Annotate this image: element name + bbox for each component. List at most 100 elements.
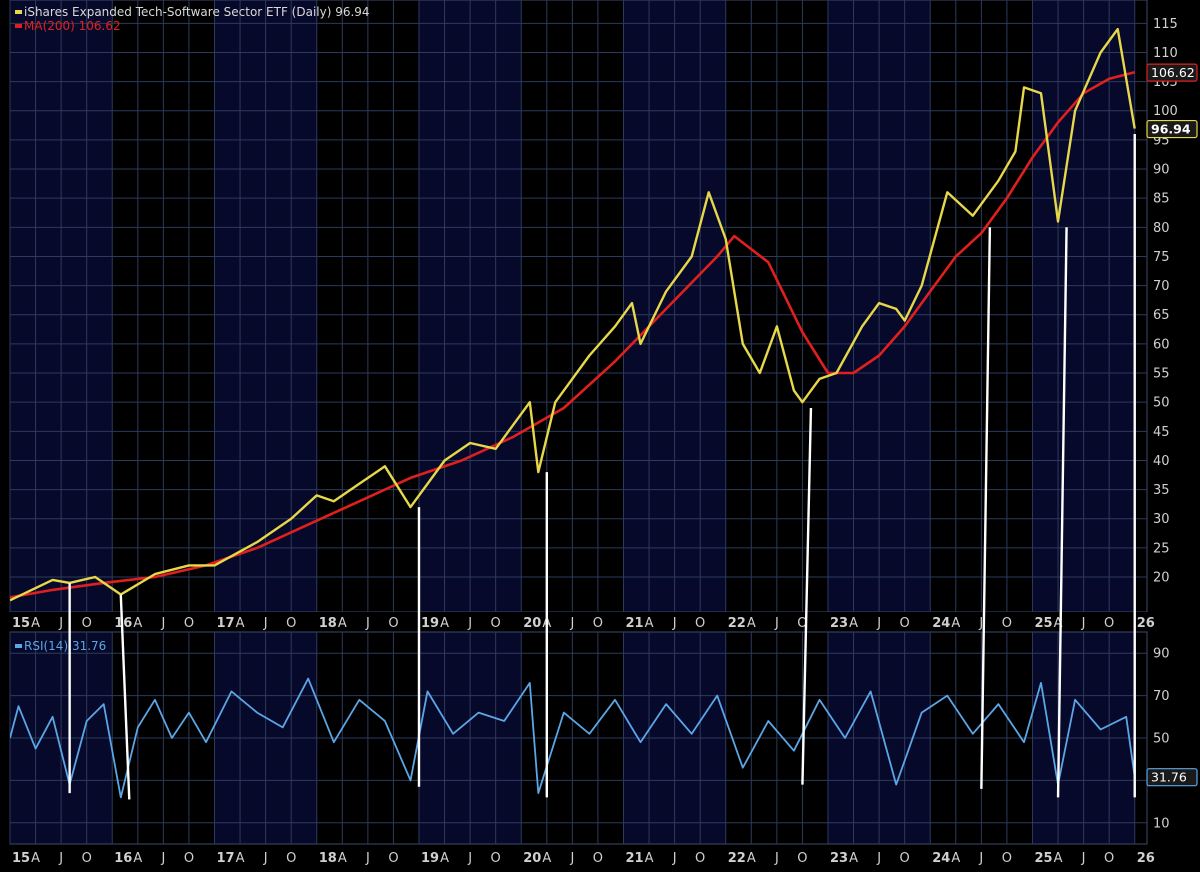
price-y-tick-label: 75 bbox=[1153, 250, 1170, 265]
x-tick-label-top: A bbox=[440, 616, 449, 631]
annotation-lines bbox=[68, 134, 1136, 800]
x-tick-label-top: O bbox=[695, 616, 705, 631]
price-y-axis: 2025303540455055606570758085909510010511… bbox=[1153, 17, 1178, 586]
rsi-last-value-label: 31.76 bbox=[1151, 770, 1187, 785]
x-tick-label-top: J bbox=[58, 616, 63, 631]
x-tick-label-bottom: J bbox=[1081, 851, 1086, 866]
price-y-tick-label: 25 bbox=[1153, 541, 1170, 556]
x-tick-label-bottom: J bbox=[978, 851, 983, 866]
x-tick-label-bottom: O bbox=[695, 851, 705, 866]
x-axis-bottom: 15 A J O 16 A J O 17 A J O 18 A J O 19 A J O 20 A J O 21 A J O 22 A J O… bbox=[12, 851, 1155, 866]
x-tick-label-bottom: 26 bbox=[1137, 851, 1155, 866]
annotation-line bbox=[119, 594, 131, 800]
x-tick-label-top: 20 bbox=[523, 616, 541, 631]
x-tick-label-top: O bbox=[1104, 616, 1114, 631]
year-bands bbox=[10, 0, 1147, 844]
x-tick-label-bottom: J bbox=[876, 851, 881, 866]
x-tick-label-top: 21 bbox=[625, 616, 643, 631]
time-axis-strip-top bbox=[0, 612, 1200, 632]
x-tick-label-bottom: A bbox=[849, 851, 858, 866]
x-tick-label-bottom: J bbox=[263, 851, 268, 866]
x-tick-label-bottom: 24 bbox=[932, 851, 950, 866]
x-tick-label-bottom: A bbox=[133, 851, 142, 866]
x-tick-label-top: A bbox=[951, 616, 960, 631]
x-tick-label-bottom: O bbox=[184, 851, 194, 866]
x-tick-label-bottom: J bbox=[569, 851, 574, 866]
ma200-line bbox=[10, 70, 1136, 599]
x-tick-label-bottom: 19 bbox=[421, 851, 439, 866]
x-tick-label-bottom: A bbox=[747, 851, 756, 866]
rsi-y-axis: 1030507090 bbox=[1153, 647, 1170, 832]
x-tick-label-top: A bbox=[133, 616, 142, 631]
x-tick-label-top: J bbox=[160, 616, 165, 631]
price-y-tick-label: 65 bbox=[1153, 308, 1170, 323]
x-tick-label-bottom: O bbox=[82, 851, 92, 866]
x-tick-label-top: O bbox=[900, 616, 910, 631]
annotation-line bbox=[1056, 227, 1068, 798]
annotation-line bbox=[980, 227, 992, 789]
x-tick-label-top: 19 bbox=[421, 616, 439, 631]
rsi-line bbox=[10, 677, 1136, 799]
x-tick-label-top: 18 bbox=[319, 616, 337, 631]
x-tick-label-top: A bbox=[31, 616, 40, 631]
x-tick-label-bottom: O bbox=[491, 851, 501, 866]
x-tick-label-top: O bbox=[184, 616, 194, 631]
x-tick-label-top: O bbox=[797, 616, 807, 631]
x-tick-label-bottom: J bbox=[774, 851, 779, 866]
price-y-tick-label: 70 bbox=[1153, 279, 1170, 294]
x-tick-label-bottom: J bbox=[672, 851, 677, 866]
legend-ma200-swatch bbox=[15, 24, 22, 28]
x-tick-label-top: 16 bbox=[114, 616, 132, 631]
legend-etf: iShares Expanded Tech-Software Sector ET… bbox=[24, 5, 370, 19]
x-tick-label-top: J bbox=[774, 616, 779, 631]
x-tick-label-top: J bbox=[978, 616, 983, 631]
x-tick-label-top: 17 bbox=[216, 616, 234, 631]
price-y-tick-label: 50 bbox=[1153, 396, 1170, 411]
price-y-tick-label: 20 bbox=[1153, 571, 1170, 586]
x-tick-label-top: O bbox=[1002, 616, 1012, 631]
x-tick-label-bottom: A bbox=[1054, 851, 1063, 866]
x-tick-label-bottom: A bbox=[338, 851, 347, 866]
x-tick-label-bottom: O bbox=[1002, 851, 1012, 866]
x-tick-label-top: 22 bbox=[728, 616, 746, 631]
x-tick-label-top: 15 bbox=[12, 616, 30, 631]
x-tick-label-top: A bbox=[1054, 616, 1063, 631]
x-tick-label-top: 23 bbox=[830, 616, 848, 631]
x-tick-label-bottom: O bbox=[900, 851, 910, 866]
legend-ma200: MA(200) 106.62 bbox=[24, 19, 121, 33]
price-y-tick-label: 110 bbox=[1153, 46, 1178, 61]
price-y-tick-label: 100 bbox=[1153, 104, 1178, 119]
legend-rsi: RSI(14) 31.76 bbox=[24, 639, 106, 653]
ma200-last-value-label: 106.62 bbox=[1151, 65, 1195, 80]
price-y-tick-label: 55 bbox=[1153, 367, 1170, 382]
x-tick-label-top: A bbox=[338, 616, 347, 631]
x-tick-label-bottom: A bbox=[542, 851, 551, 866]
price-y-tick-label: 115 bbox=[1153, 17, 1178, 32]
rsi-y-tick-label: 70 bbox=[1153, 689, 1170, 704]
x-tick-label-top: 26 bbox=[1137, 616, 1155, 631]
etf-last-value-label-box bbox=[1146, 119, 1198, 139]
rsi-y-tick-label: 90 bbox=[1153, 647, 1170, 662]
price-gridlines bbox=[9, 0, 1147, 612]
x-tick-label-bottom: J bbox=[467, 851, 472, 866]
annotation-line bbox=[801, 407, 813, 785]
x-tick-label-bottom: A bbox=[31, 851, 40, 866]
price-y-tick-label: 35 bbox=[1153, 483, 1170, 498]
x-tick-label-bottom: O bbox=[797, 851, 807, 866]
x-tick-label-top: J bbox=[672, 616, 677, 631]
price-last-value-labels: 106.62 96.94 bbox=[1146, 63, 1198, 139]
x-tick-label-top: A bbox=[645, 616, 654, 631]
etf-price-line bbox=[10, 27, 1136, 602]
x-tick-label-top: O bbox=[491, 616, 501, 631]
price-y-tick-label: 30 bbox=[1153, 512, 1170, 527]
x-tick-label-top: J bbox=[876, 616, 881, 631]
x-tick-label-top: 24 bbox=[932, 616, 950, 631]
ma200-last-value-label-box bbox=[1146, 63, 1198, 82]
x-tick-label-bottom: A bbox=[236, 851, 245, 866]
x-tick-label-top: J bbox=[467, 616, 472, 631]
x-tick-label-bottom: 23 bbox=[830, 851, 848, 866]
x-tick-label-top: O bbox=[388, 616, 398, 631]
x-tick-label-top: A bbox=[236, 616, 245, 631]
x-tick-label-bottom: A bbox=[440, 851, 449, 866]
